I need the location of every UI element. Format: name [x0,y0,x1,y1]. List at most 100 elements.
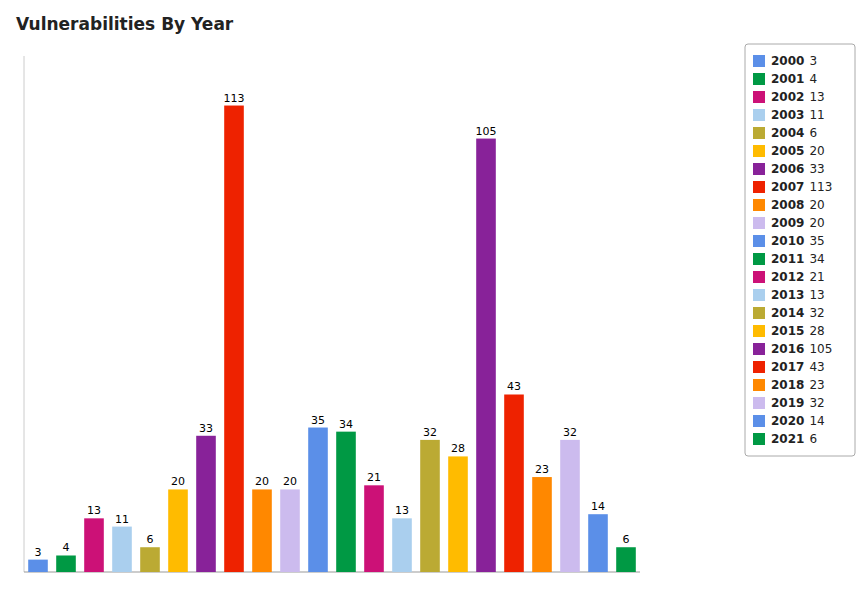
legend-swatch [753,379,765,391]
data-label: 4 [63,541,70,554]
data-label: 113 [224,92,245,105]
legend-year: 2003 [771,108,804,122]
legend-swatch [753,397,765,409]
bar [140,547,160,572]
legend-value: 105 [809,342,832,356]
bar [84,518,104,572]
legend-value: 6 [809,126,817,140]
legend-value: 32 [809,396,824,410]
legend-entry: 201432 [771,306,825,320]
legend-value: 34 [809,252,824,266]
legend-swatch [753,433,765,445]
data-label: 28 [451,442,465,455]
data-label: 13 [395,504,409,517]
legend-value: 20 [809,216,824,230]
legend-value: 4 [809,72,817,86]
legend-year: 2019 [771,396,804,410]
bar [168,489,188,572]
data-label: 34 [339,418,353,431]
legend-entry: 2000 3 [771,54,817,68]
bar [560,440,580,572]
data-labels: 3413116203311320203534211332281054323321… [35,92,630,559]
legend-value: 21 [809,270,824,284]
legend-entry: 200920 [771,216,825,230]
legend-entry: 2011 34 [771,252,825,266]
legend-swatch [753,181,765,193]
legend-frame [745,44,855,456]
legend-value: 13 [809,288,824,302]
legend-swatch [753,145,765,157]
bars [28,106,636,572]
legend-entry: 2021 6 [771,432,817,446]
legend-entry: 20014 [771,72,817,86]
title: Vulnerabilities By Year [16,14,234,34]
legend-year: 2017 [771,360,804,374]
legend-year: 2006 [771,162,804,176]
chart-container: Vulnerabilities By Year34131162033113202… [0,0,867,599]
legend-year: 2000 [771,54,804,68]
legend-entry: 2007113 [771,180,832,194]
legend-entry: 201313 [771,288,825,302]
legend-entry: 201823 [771,378,825,392]
legend-entry: 201528 [771,324,825,338]
legend-entry: 2006 33 [771,162,825,176]
legend-value: 11 [809,108,824,122]
legend-entry: 2019 32 [771,396,825,410]
legend-swatch [753,163,765,175]
bar [336,432,356,572]
legend-entry: 2020 14 [771,414,825,428]
legend: 2000320014200213200311200462005202006332… [745,44,855,456]
bar [448,456,468,572]
legend-value: 6 [809,432,817,446]
legend-year: 2020 [771,414,804,428]
legend-entry: 201035 [771,234,825,248]
legend-swatch [753,361,765,373]
bar [420,440,440,572]
data-label: 13 [87,504,101,517]
bar [392,518,412,572]
legend-value: 33 [809,162,824,176]
legend-year: 2015 [771,324,804,338]
data-label: 33 [199,422,213,435]
legend-year: 2021 [771,432,804,446]
bar [532,477,552,572]
legend-value: 43 [809,360,824,374]
legend-year: 2016 [771,342,804,356]
legend-swatch [753,55,765,67]
legend-year: 2011 [771,252,804,266]
legend-swatch [753,343,765,355]
legend-entry: 20046 [771,126,817,140]
legend-entry: 200820 [771,198,825,212]
bar [588,514,608,572]
data-label: 6 [623,533,630,546]
data-label: 3 [35,546,42,559]
data-label: 21 [367,471,381,484]
legend-swatch [753,289,765,301]
legend-value: 3 [809,54,817,68]
legend-swatch [753,73,765,85]
chart: Vulnerabilities By Year34131162033113202… [0,0,867,599]
legend-swatch [753,199,765,211]
data-label: 20 [283,475,297,488]
legend-swatch [753,271,765,283]
legend-year: 2010 [771,234,804,248]
y-axis-line [24,56,25,572]
bar [476,139,496,572]
data-label: 32 [563,426,577,439]
legend-value: 23 [809,378,824,392]
data-label: 20 [255,475,269,488]
legend-value: 13 [809,90,824,104]
legend-swatch [753,307,765,319]
legend-year: 2012 [771,270,804,284]
legend-swatch [753,127,765,139]
legend-value: 14 [809,414,824,428]
data-label: 35 [311,414,325,427]
legend-entry: 2016 105 [771,342,832,356]
legend-swatch [753,415,765,427]
legend-entry: 2017 43 [771,360,825,374]
legend-entry: 200213 [771,90,825,104]
legend-year: 2014 [771,306,804,320]
legend-year: 2007 [771,180,804,194]
data-label: 43 [507,380,521,393]
legend-swatch [753,235,765,247]
